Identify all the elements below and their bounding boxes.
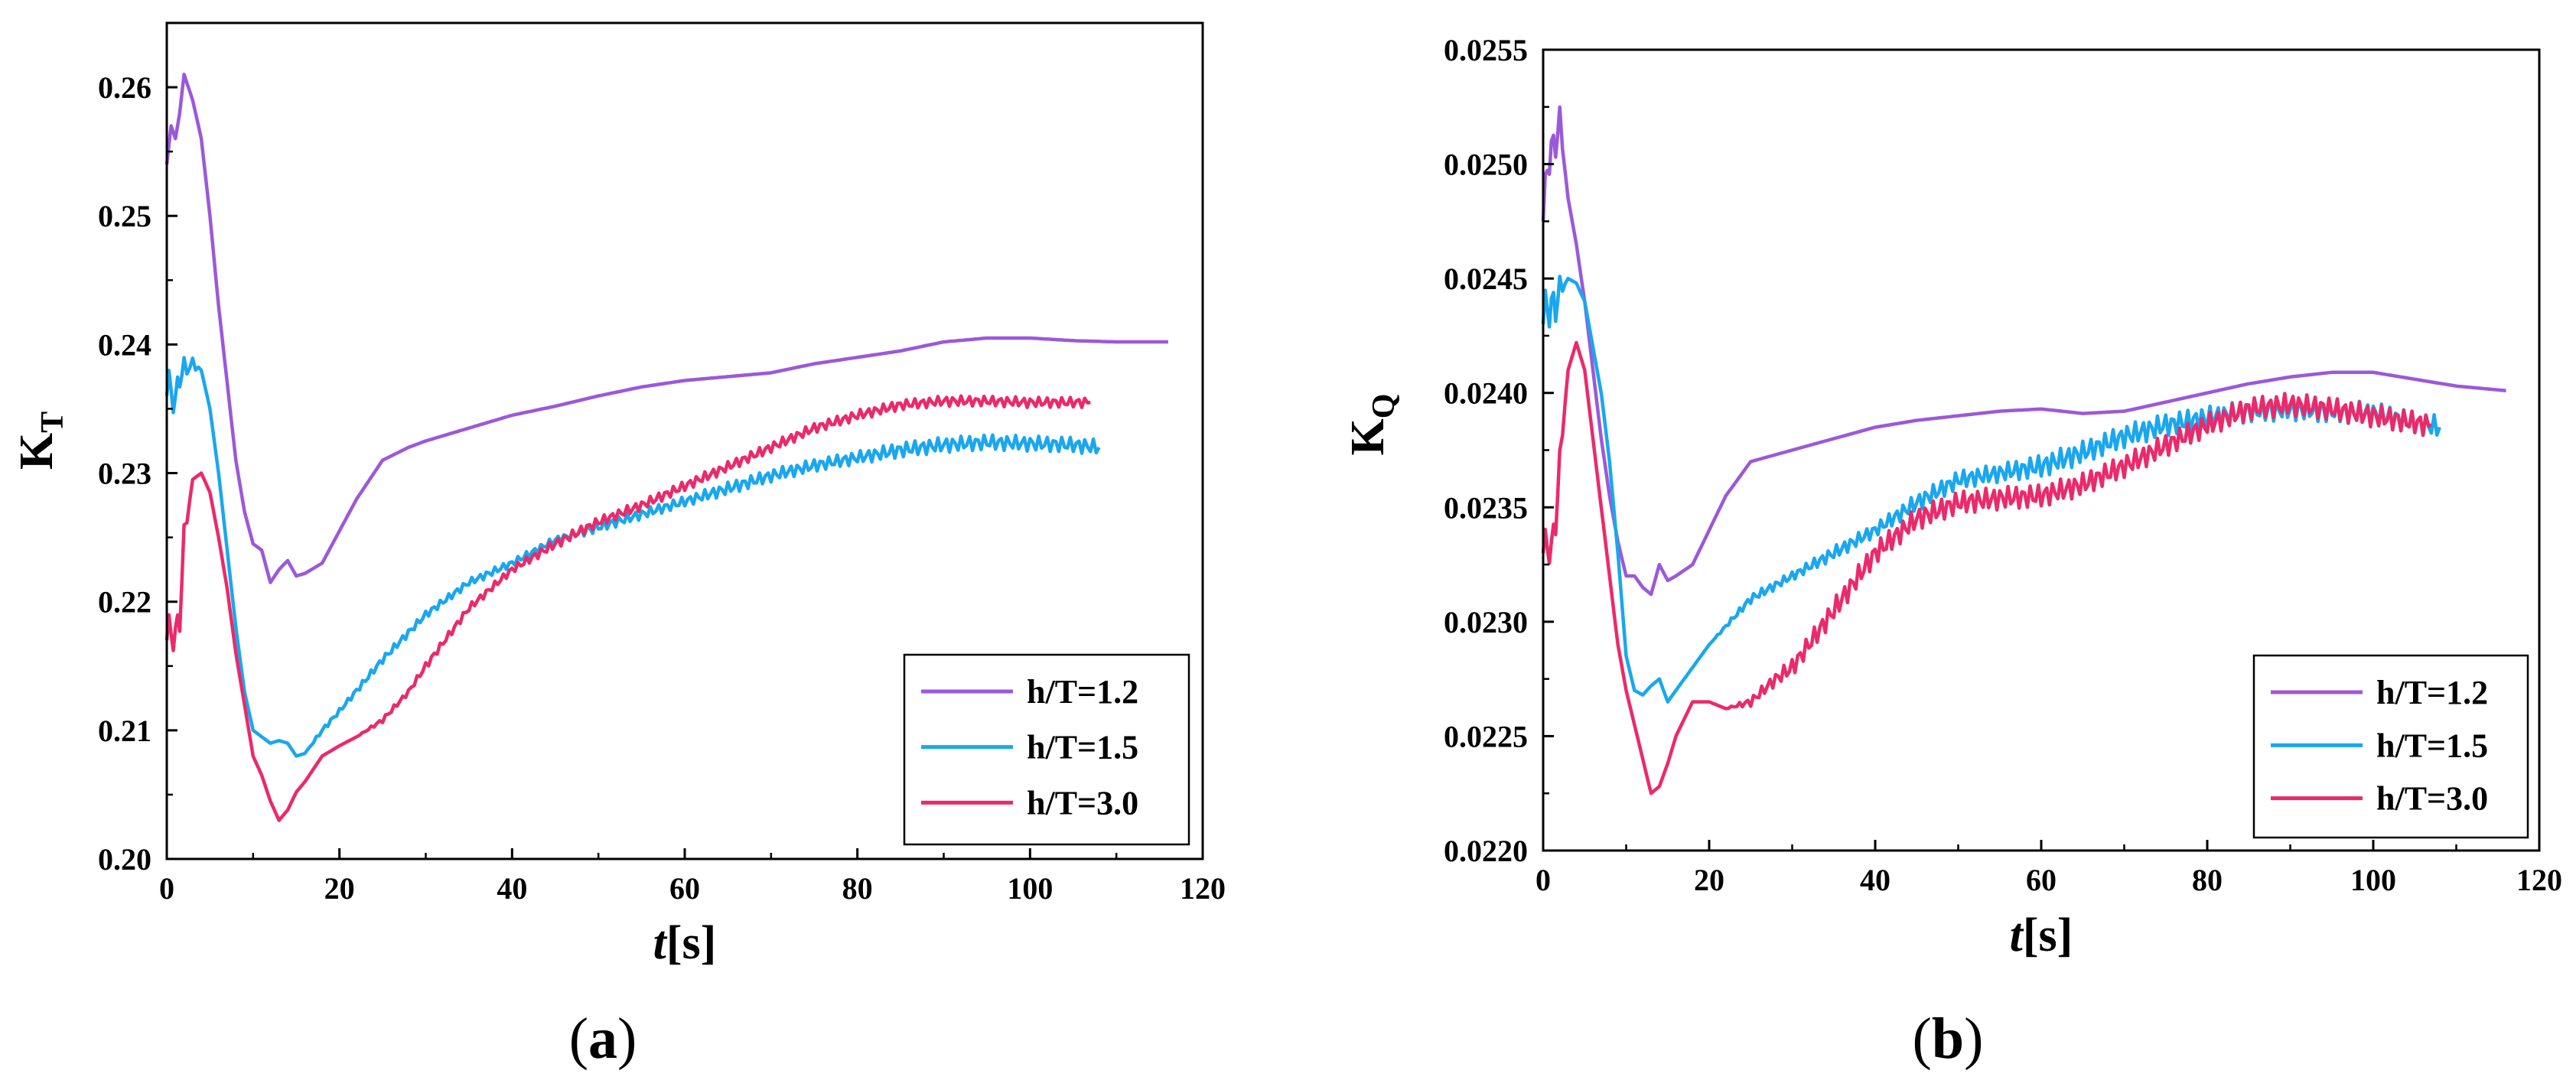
series-line-h/T=1.2 [164, 73, 1168, 584]
y-axis-title: KQ [1342, 394, 1402, 456]
axis-ticks: 0 20 40 60 80 100 120 0.20 0.21 0.22 0.23 0.24 0.25 0… [98, 70, 1226, 906]
legend-label: h/T=3.0 [2376, 780, 2488, 818]
x-tick-label: 80 [2192, 863, 2223, 897]
x-tick-label: 60 [669, 871, 700, 906]
panel-label: (b) [1913, 1007, 1984, 1071]
y-tick-label: 0.23 [98, 457, 151, 491]
legend: h/T=1.2 h/T=1.5 h/T=3.0 [903, 653, 1190, 846]
x-tick-label: 120 [2516, 863, 2562, 897]
series-line-h/T=1.2 [1541, 105, 2506, 597]
legend-label: h/T=3.0 [1027, 784, 1138, 821]
y-tick-label: 0.21 [98, 714, 151, 748]
x-tick-label: 100 [2350, 863, 2396, 897]
y-axis-title-main: K [1342, 418, 1394, 455]
y-axis-title-subscript: Q [1366, 394, 1402, 419]
panel-label-close-paren: ) [617, 1007, 637, 1071]
x-axis-title-variable: t [2010, 909, 2024, 961]
y-tick-label: 0.0235 [1444, 490, 1528, 525]
panel-label: (a) [569, 1007, 637, 1071]
legend-label: h/T=1.2 [1027, 673, 1138, 711]
series-layer [1541, 105, 2506, 795]
y-tick-label: 0.0240 [1444, 376, 1528, 411]
y-tick-label: 0.0245 [1444, 262, 1528, 296]
x-tick-label: 20 [1694, 863, 1724, 897]
y-tick-label: 0.26 [98, 70, 151, 105]
series-layer [164, 73, 1168, 822]
y-tick-label: 0.0220 [1444, 834, 1528, 868]
legend-label: h/T=1.2 [2376, 674, 2488, 711]
y-tick-label: 0.22 [98, 585, 151, 620]
x-axis-title-variable: t [653, 917, 668, 969]
y-tick-label: 0.20 [98, 842, 151, 877]
x-tick-label: 40 [1860, 863, 1890, 897]
legend-label: h/T=1.5 [1027, 729, 1138, 766]
panel-label-letter: a [588, 1007, 617, 1071]
y-tick-label: 0.0225 [1444, 719, 1528, 753]
x-tick-label: 0 [159, 871, 174, 906]
x-axis-title: t[s] [653, 917, 717, 969]
y-tick-label: 0.0230 [1444, 605, 1528, 639]
x-axis-title: t[s] [2010, 909, 2073, 961]
series-line-h/T=3.0 [164, 394, 1091, 822]
series-line-h/T=3.0 [1541, 340, 2432, 795]
x-tick-label: 100 [1007, 871, 1053, 906]
panel-label-open-paren: ( [1913, 1007, 1932, 1071]
x-tick-label: 80 [842, 871, 873, 906]
x-tick-label: 120 [1180, 871, 1226, 906]
y-tick-label: 0.0255 [1444, 33, 1528, 67]
legend-box [903, 653, 1190, 846]
x-tick-label: 60 [2026, 863, 2057, 897]
chart-panel-a: 0 20 40 60 80 100 120 0.20 0.21 0.22 0.23 0.24 0.25 0… [11, 21, 1226, 1071]
panel-label-close-paren: ) [1964, 1007, 1983, 1071]
legend: h/T=1.2 h/T=1.5 h/T=3.0 [2252, 654, 2529, 839]
legend-label: h/T=1.5 [2376, 727, 2488, 764]
y-tick-label: 0.25 [98, 199, 151, 233]
y-axis-title-main: K [11, 433, 63, 470]
series-line-h/T=1.5 [1541, 275, 2441, 704]
x-tick-label: 0 [1536, 863, 1551, 897]
chart-panel-b: 0 20 40 60 80 100 120 0.0220 0.0225 0.0230 0.0235 0… [1342, 33, 2562, 1071]
axis-ticks: 0 20 40 60 80 100 120 0.0220 0.0225 0.0230 0.0235 0… [1444, 33, 2562, 897]
y-tick-label: 0.0250 [1444, 148, 1528, 182]
series-line-h/T=1.5 [164, 356, 1101, 758]
x-tick-label: 40 [497, 871, 527, 906]
y-axis-title: KT [11, 412, 70, 470]
x-axis-title-unit: [s] [2023, 909, 2073, 961]
x-axis-title-unit: [s] [666, 917, 716, 969]
y-axis-title-subscript: T [35, 412, 70, 433]
panel-label-letter: b [1932, 1007, 1964, 1071]
x-tick-label: 20 [324, 871, 355, 906]
y-tick-label: 0.24 [98, 327, 151, 362]
panel-label-open-paren: ( [569, 1007, 588, 1071]
